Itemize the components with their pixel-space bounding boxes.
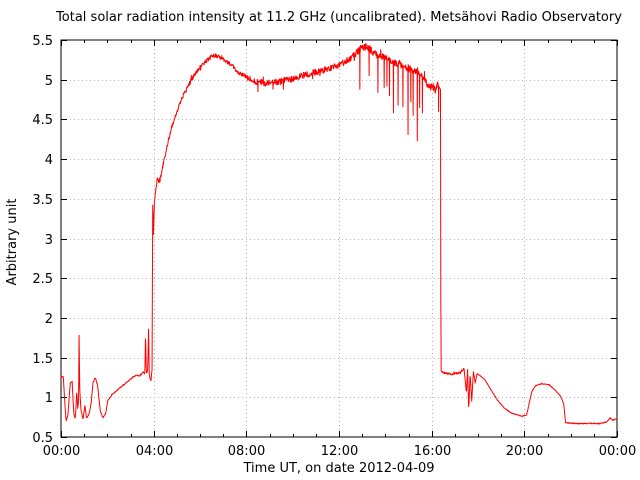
y-tick-label: 4 xyxy=(45,153,53,168)
x-tick-label: 08:00 xyxy=(228,444,265,459)
y-tick-label: 2 xyxy=(45,312,53,327)
y-tick-label: 3.5 xyxy=(32,193,53,208)
tick-labels: 0.5 1 1.5 2 2.5 3 3.5 4 4.5 5 5.5 00:00 04:00 08:00 12… xyxy=(32,34,636,459)
x-tick-label: 00:00 xyxy=(599,444,636,459)
y-tick-label: 3 xyxy=(45,233,53,248)
data-series-line xyxy=(60,43,618,425)
y-tick-label: 5.5 xyxy=(32,34,53,49)
x-tick-label: 16:00 xyxy=(414,444,451,459)
x-tick-label: 00:00 xyxy=(43,444,80,459)
y-tick-label: 1.5 xyxy=(32,352,53,367)
x-tick-label: 20:00 xyxy=(506,444,543,459)
x-axis-label: Time UT, on date 2012-04-09 xyxy=(243,461,435,476)
y-axis-label: Arbitrary unit xyxy=(5,199,20,286)
y-tick-label: 4.5 xyxy=(32,113,53,128)
x-tick-label: 04:00 xyxy=(136,444,173,459)
chart-title: Total solar radiation intensity at 11.2 … xyxy=(55,10,622,25)
x-tick-label: 12:00 xyxy=(321,444,358,459)
axes-frame-and-ticks xyxy=(60,39,618,438)
y-tick-label: 2.5 xyxy=(32,272,53,287)
y-tick-label: 1 xyxy=(45,391,53,406)
y-tick-label: 0.5 xyxy=(32,431,53,446)
y-tick-label: 5 xyxy=(45,74,53,89)
